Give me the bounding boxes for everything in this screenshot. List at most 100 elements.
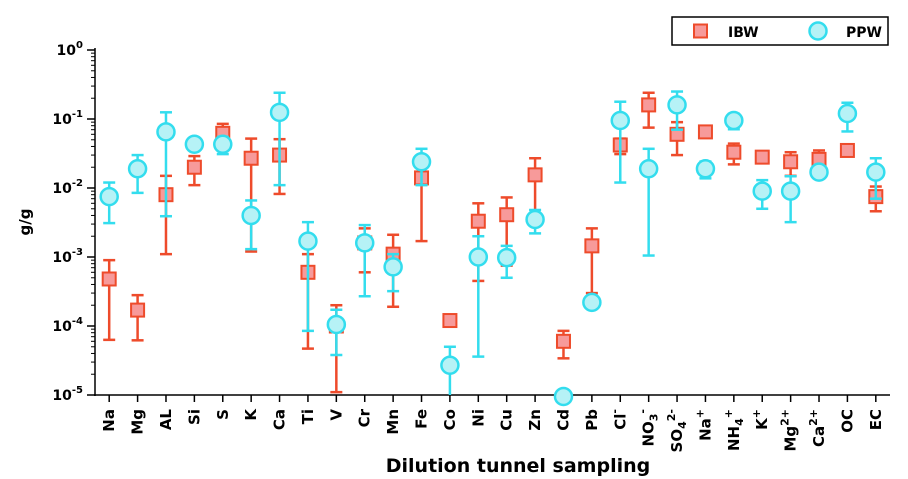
y-tick-label: 10-2 <box>52 178 83 197</box>
ibw-point-26 <box>839 142 855 158</box>
category-superscript: + <box>750 409 763 418</box>
x-axis-title: Dilution tunnel sampling <box>386 455 650 477</box>
legend-label-ppw: PPW <box>846 25 882 41</box>
circle-marker <box>610 110 631 131</box>
ppw-point-6 <box>269 91 290 187</box>
ppw-point-13 <box>468 234 489 358</box>
ibw-point-16 <box>555 329 571 360</box>
ibw-point-1 <box>130 293 146 342</box>
y-tick-label: 10-5 <box>52 385 83 404</box>
circle-marker <box>695 159 716 179</box>
ibw-point-19 <box>641 91 657 129</box>
circle-marker <box>326 314 347 335</box>
x-tick-label: Ca <box>271 409 289 430</box>
y-tick-exponent: 0 <box>76 40 83 51</box>
category-base: NH <box>725 426 743 451</box>
legend-square-marker <box>693 23 708 39</box>
category-base: Mn <box>384 409 402 435</box>
circle-marker <box>667 95 687 115</box>
x-tick-label: Co <box>441 409 459 430</box>
circle-marker <box>525 209 545 230</box>
category-base: Cl <box>611 414 629 430</box>
category-base: Ni <box>469 409 487 427</box>
ppw-point-21 <box>695 159 716 180</box>
category-base: Zn <box>526 409 544 431</box>
ibw-point-12 <box>442 313 458 329</box>
circle-marker <box>837 103 858 124</box>
y-tick-mantissa: 10 <box>52 181 72 197</box>
circle-marker <box>213 134 233 155</box>
circle-marker <box>184 134 205 155</box>
x-tick-label: NO3- <box>637 409 661 447</box>
square-marker <box>186 159 202 175</box>
ppw-point-25 <box>809 162 829 182</box>
x-tick-label: Na <box>100 409 118 432</box>
legend: IBW PPW <box>671 16 889 46</box>
ppw-point-2 <box>156 111 176 218</box>
ppw-point-16 <box>553 386 574 407</box>
category-base: Cu <box>498 409 516 431</box>
x-tick-label: Cd <box>554 409 572 431</box>
x-tick-label: Mg2+ <box>779 409 800 452</box>
ppw-point-27 <box>866 156 886 200</box>
y-tick-label: 10-1 <box>52 109 83 128</box>
square-marker <box>130 302 146 318</box>
x-tick-label: EC <box>867 409 885 430</box>
category-subscript: 4 <box>733 418 746 426</box>
circle-marker <box>298 231 318 251</box>
y-axis-title: g/g <box>16 209 34 236</box>
y-tick-exponent: -2 <box>72 178 83 189</box>
ibw-point-0 <box>101 258 117 342</box>
x-tick-label: OC <box>838 409 856 433</box>
category-subscript: 4 <box>676 421 689 429</box>
ppw-point-0 <box>99 181 119 225</box>
category-subscript: 3 <box>648 414 661 422</box>
x-tick-label: Ca2+ <box>807 409 828 447</box>
circle-marker <box>724 110 744 131</box>
x-tick-label: SO42- <box>665 409 689 452</box>
x-tick-label: Cu <box>498 409 516 431</box>
ppw-point-4 <box>213 134 233 156</box>
x-tick-label: Ni <box>469 409 487 427</box>
x-tick-label: Mg <box>129 409 147 435</box>
category-base: Pb <box>583 409 601 431</box>
category-superscript: + <box>693 409 706 418</box>
x-tick-label: NH4+ <box>722 409 746 451</box>
category-base: Fe <box>413 409 431 429</box>
square-marker <box>499 207 515 223</box>
y-tick-mantissa: 10 <box>57 43 77 59</box>
circle-marker <box>241 205 261 226</box>
category-base: Ti <box>299 409 317 424</box>
category-base: K <box>242 408 260 421</box>
circle-marker <box>468 247 489 267</box>
x-tick-label: Ti <box>299 409 317 424</box>
y-tick-label: 100 <box>57 40 83 59</box>
category-base: K <box>753 417 771 430</box>
circle-marker <box>156 122 176 142</box>
ppw-point-17 <box>582 292 602 313</box>
ibw-point-3 <box>186 154 202 187</box>
x-tick-label: AL <box>157 409 175 431</box>
y-tick-exponent: -3 <box>72 247 83 258</box>
ppw-point-5 <box>241 199 261 251</box>
y-tick-exponent: -4 <box>72 316 83 327</box>
ppw-point-7 <box>298 220 318 333</box>
category-base: Ca <box>810 426 828 447</box>
ppw-point-24 <box>780 175 801 224</box>
ppw-point-3 <box>184 134 205 155</box>
x-tick-label: V <box>327 409 345 421</box>
ppw-point-18 <box>610 100 631 184</box>
x-tick-label: Na+ <box>693 409 714 441</box>
category-base: S <box>214 409 232 420</box>
ppw-point-19 <box>638 147 659 257</box>
square-marker <box>726 144 742 160</box>
ibw-point-24 <box>783 150 799 178</box>
category-base: NO <box>640 421 658 446</box>
y-tick-exponent: -1 <box>72 109 83 120</box>
category-base: SO <box>668 429 686 453</box>
x-tick-label: K+ <box>750 409 771 430</box>
category-superscript: 2+ <box>807 409 820 426</box>
square-marker <box>470 213 486 229</box>
category-base: Si <box>185 409 203 425</box>
category-base: Cr <box>356 408 374 427</box>
